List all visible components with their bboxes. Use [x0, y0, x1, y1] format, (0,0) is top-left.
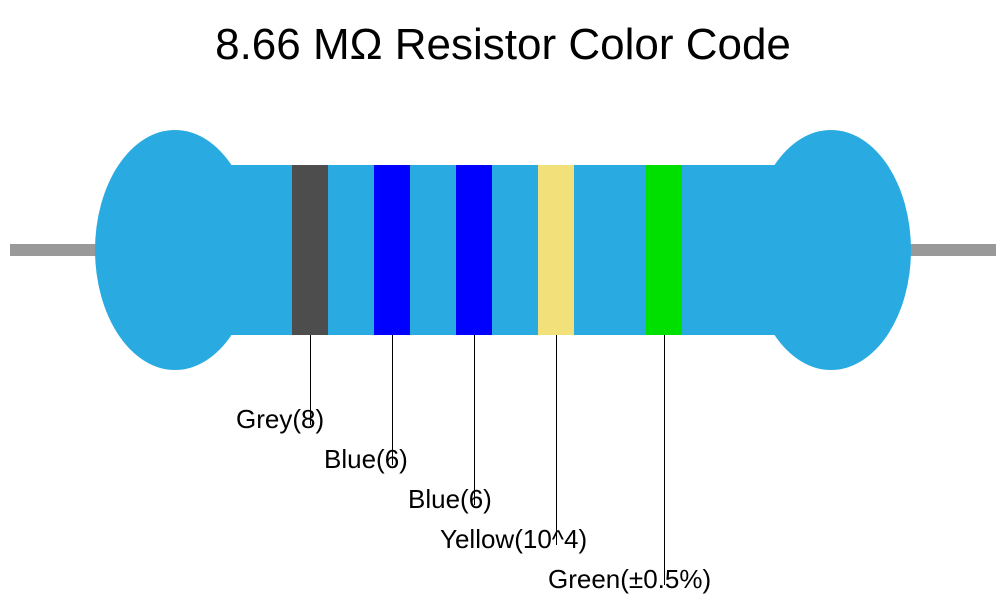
- band1-label: Grey(8): [236, 404, 324, 435]
- band3-leader: [474, 335, 475, 505]
- band4: [538, 165, 574, 335]
- band1: [292, 165, 328, 335]
- resistor-body: [200, 165, 806, 335]
- resistor-diagram: [0, 100, 1006, 400]
- band4-leader: [556, 335, 557, 545]
- band3: [456, 165, 492, 335]
- band3-label: Blue(6): [408, 484, 492, 515]
- band5: [646, 165, 682, 335]
- band2-label: Blue(6): [324, 444, 408, 475]
- band5-leader: [664, 335, 665, 585]
- band5-label: Green(±0.5%): [548, 564, 711, 595]
- band4-label: Yellow(10^4): [440, 524, 587, 555]
- diagram-title: 8.66 MΩ Resistor Color Code: [0, 20, 1006, 70]
- band2: [374, 165, 410, 335]
